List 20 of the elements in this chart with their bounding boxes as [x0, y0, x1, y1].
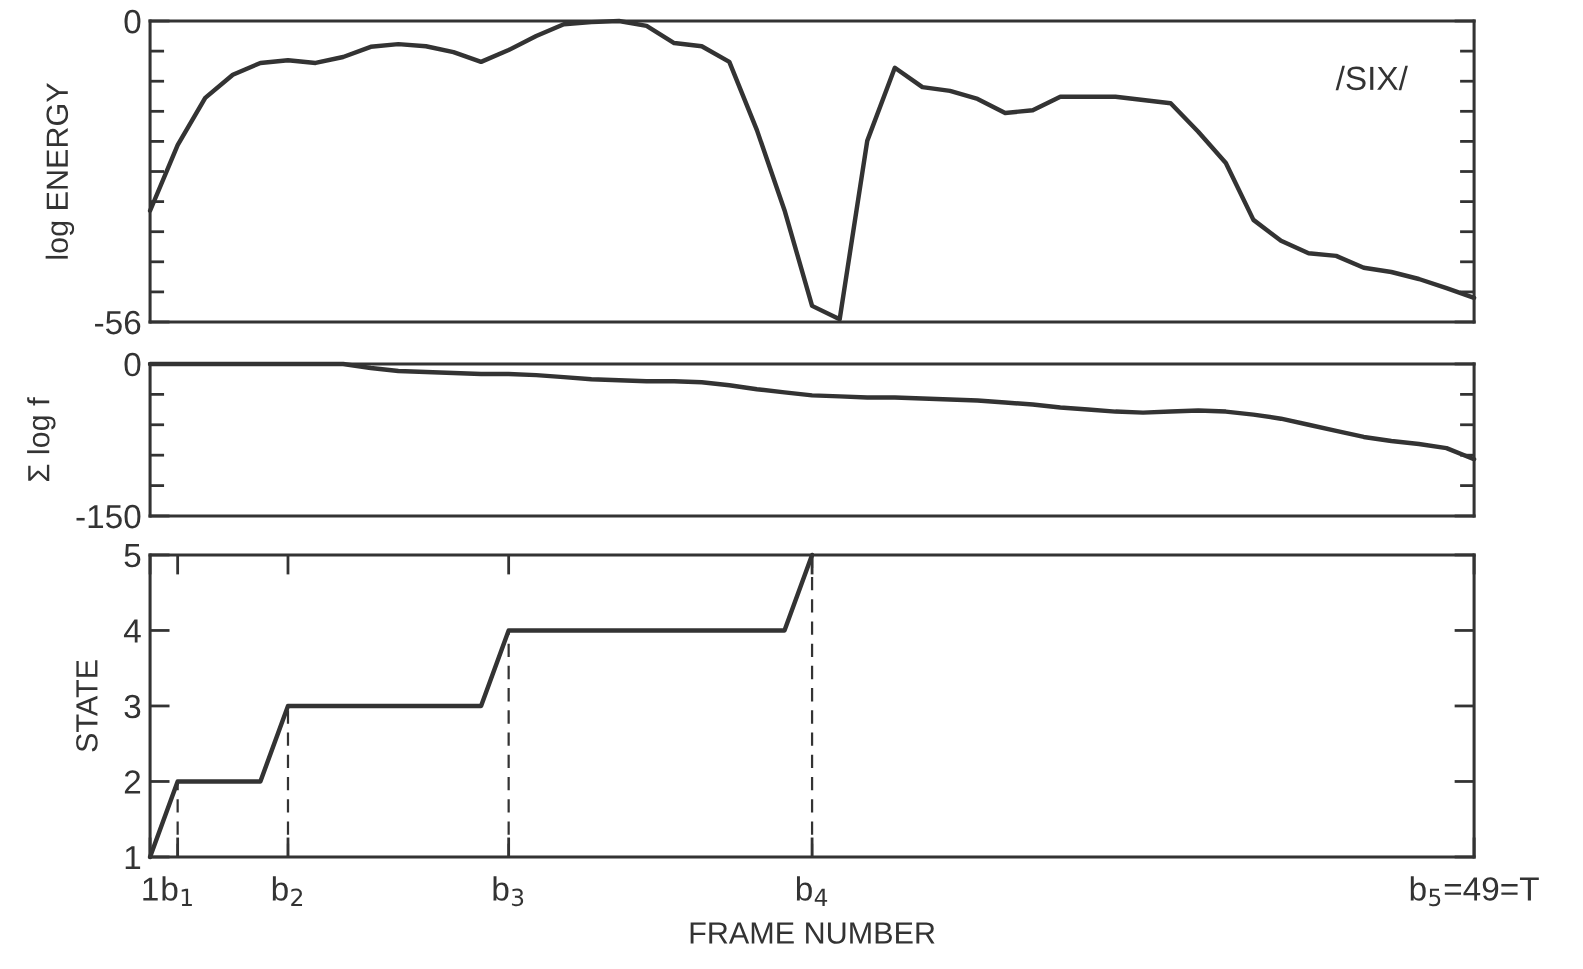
x-axis-title: FRAME NUMBER: [690, 922, 935, 944]
x-tick-label: b$_{1}$: [162, 876, 192, 906]
y-axis-title: log ENERGY: [45, 83, 75, 259]
annotation: /SIX/: [1335, 65, 1408, 91]
y-tick-label: 2: [124, 770, 141, 794]
y-tick-label: 4: [123, 619, 141, 643]
x-tick-label: b$_{4}$: [796, 876, 828, 906]
x-tick-label: 1: [143, 877, 158, 901]
y-tick-label: 0: [124, 9, 141, 34]
y-tick-label: 0: [124, 352, 141, 377]
y-tick-label: 3: [124, 694, 141, 719]
x-tick-label: b$_{3}$: [493, 876, 524, 907]
y-tick-label: 5: [124, 544, 141, 568]
x-tick-label: b$_{2}$: [272, 876, 303, 906]
x-tick-label: b$_{5}$=49=T: [1410, 876, 1539, 907]
y-tick-label: -56: [95, 310, 141, 335]
y-axis-title: Σ log f: [27, 397, 56, 481]
y-tick-label: 1: [125, 846, 141, 870]
y-axis-title: STATE: [76, 660, 98, 752]
y-tick-label: -150: [76, 504, 141, 529]
